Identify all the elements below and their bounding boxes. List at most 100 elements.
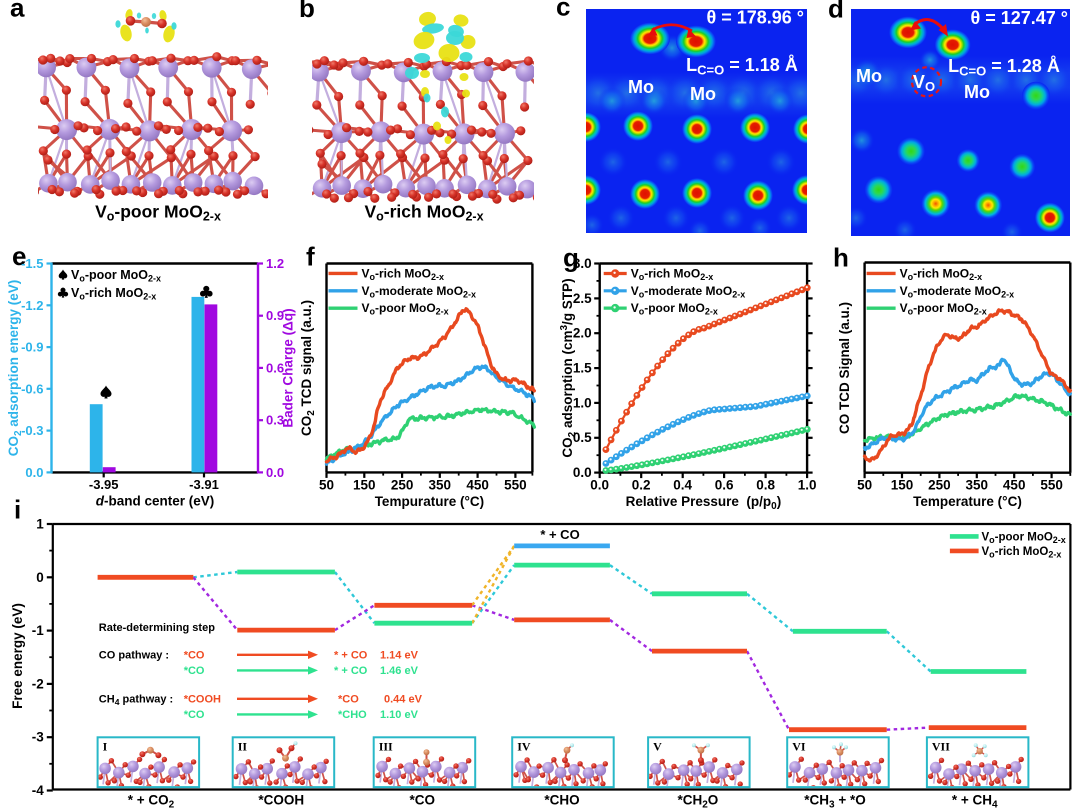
svg-text:0.44 eV: 0.44 eV <box>384 694 423 706</box>
svg-text:Vo-poor MoO2-x: Vo-poor MoO2-x <box>631 301 718 317</box>
svg-text:CO TCD Signal (a.u.): CO TCD Signal (a.u.) <box>837 302 852 434</box>
svg-text:CO2 adsorption (cm3/g STP): CO2 adsorption (cm3/g STP) <box>559 278 578 457</box>
svg-text:Vo-rich MoO2-x: Vo-rich MoO2-x <box>900 266 983 282</box>
svg-text:V: V <box>653 739 662 753</box>
svg-text:*COOH: *COOH <box>184 694 221 706</box>
svg-text:Vo-rich MoO2-x: Vo-rich MoO2-x <box>71 286 156 302</box>
svg-text:0.0: 0.0 <box>573 465 592 480</box>
svg-text:III: III <box>379 739 393 753</box>
svg-text:*CO: *CO <box>338 694 359 706</box>
svg-text:-2: -2 <box>32 676 44 691</box>
svg-text:1.14 eV: 1.14 eV <box>380 650 419 662</box>
svg-text:CO pathway :: CO pathway : <box>99 650 169 662</box>
svg-text:*CHO: *CHO <box>544 793 579 808</box>
svg-text:Tempurature (°C): Tempurature (°C) <box>375 494 484 509</box>
svg-text:1.5: 1.5 <box>573 361 592 376</box>
svg-text:CO2 adsorption energy (eV): CO2 adsorption energy (eV) <box>6 280 24 457</box>
svg-text:f: f <box>306 242 315 272</box>
svg-text:Vo-moderate MoO2-x: Vo-moderate MoO2-x <box>631 284 746 300</box>
svg-text:350: 350 <box>429 477 452 492</box>
svg-text:Free energy (eV): Free energy (eV) <box>10 603 25 709</box>
svg-text:0.2: 0.2 <box>632 478 651 493</box>
svg-text:1.0: 1.0 <box>573 395 592 410</box>
svg-text:-4: -4 <box>32 783 44 798</box>
svg-text:θ = 127.47 °: θ = 127.47 ° <box>971 8 1069 28</box>
svg-text:Bader Charge (Δq): Bader Charge (Δq) <box>281 308 296 427</box>
svg-text:*CH3 + *O: *CH3 + *O <box>804 793 865 810</box>
svg-text:CH4 pathway :: CH4 pathway : <box>99 694 173 708</box>
svg-text:1.46 eV: 1.46 eV <box>380 665 419 677</box>
svg-text:VII: VII <box>932 739 950 753</box>
svg-text:1.0: 1.0 <box>798 478 817 493</box>
svg-text:Vo-poor MoO2-x: Vo-poor MoO2-x <box>95 202 221 224</box>
svg-text:VI: VI <box>792 739 806 753</box>
svg-text:-1: -1 <box>32 623 44 638</box>
svg-text:0.9: 0.9 <box>266 308 284 323</box>
svg-text:450: 450 <box>466 477 489 492</box>
svg-text:-0.6: -0.6 <box>21 381 43 396</box>
svg-text:a: a <box>10 0 25 23</box>
svg-text:Mo: Mo <box>690 84 716 104</box>
svg-text:-1.2: -1.2 <box>21 298 43 313</box>
svg-text:*CO: *CO <box>184 650 205 662</box>
svg-text:d: d <box>828 0 844 24</box>
svg-text:-0.9: -0.9 <box>21 340 43 355</box>
svg-text:* + CO2: * + CO2 <box>128 793 175 810</box>
svg-text:1: 1 <box>36 517 44 532</box>
svg-text:50: 50 <box>857 478 872 493</box>
svg-text:-3.95: -3.95 <box>89 477 119 492</box>
svg-text:b: b <box>299 0 315 23</box>
svg-text:250: 250 <box>391 477 414 492</box>
svg-text:Vo-moderate MoO2-x: Vo-moderate MoO2-x <box>362 284 477 300</box>
svg-text:Vo-rich MoO2-x: Vo-rich MoO2-x <box>631 267 714 283</box>
svg-text:* + CO: * + CO <box>334 665 368 677</box>
svg-text:0.6: 0.6 <box>266 360 284 375</box>
svg-text:450: 450 <box>1003 478 1026 493</box>
svg-text:I: I <box>103 739 108 753</box>
svg-text:2.5: 2.5 <box>573 291 592 306</box>
svg-text:* + CO: * + CO <box>540 527 579 542</box>
svg-text:*CO: *CO <box>184 709 205 721</box>
svg-text:*CH2O: *CH2O <box>677 793 718 810</box>
svg-text:Rate-determining step: Rate-determining step <box>99 622 215 634</box>
svg-text:150: 150 <box>891 478 914 493</box>
svg-text:Vo-rich MoO2-x: Vo-rich MoO2-x <box>364 202 483 224</box>
svg-text:0.8: 0.8 <box>756 478 775 493</box>
svg-text:IV: IV <box>517 739 531 753</box>
svg-text:e: e <box>12 241 26 271</box>
svg-text:Vo-poor MoO2-x: Vo-poor MoO2-x <box>362 301 449 317</box>
svg-text:Vo-poor MoO2-x: Vo-poor MoO2-x <box>71 268 161 284</box>
svg-text:II: II <box>238 739 248 753</box>
svg-text:θ = 178.96 °: θ = 178.96 ° <box>707 8 805 28</box>
svg-text:CO2 TCD signal (a.u.): CO2 TCD signal (a.u.) <box>299 300 317 436</box>
svg-text:*COOH: *COOH <box>258 793 304 808</box>
svg-text:0.6: 0.6 <box>715 478 734 493</box>
svg-text:0.0: 0.0 <box>590 478 609 493</box>
svg-text:h: h <box>833 243 849 273</box>
svg-text:Vo-poor MoO2-x: Vo-poor MoO2-x <box>982 532 1066 546</box>
svg-text:* + CO: * + CO <box>334 650 368 662</box>
svg-text:0.5: 0.5 <box>573 430 592 445</box>
svg-text:0.0: 0.0 <box>266 465 284 480</box>
svg-text:350: 350 <box>966 478 989 493</box>
svg-text:150: 150 <box>353 477 376 492</box>
svg-text:550: 550 <box>504 477 527 492</box>
svg-text:Vo-moderate MoO2-x: Vo-moderate MoO2-x <box>900 284 1015 300</box>
svg-text:Temperature (°C): Temperature (°C) <box>913 494 1022 509</box>
svg-text:550: 550 <box>1040 478 1063 493</box>
svg-text:* + CH4: * + CH4 <box>952 793 998 810</box>
svg-text:-3: -3 <box>32 730 44 745</box>
svg-text:Vo-poor MoO2-x: Vo-poor MoO2-x <box>900 301 987 317</box>
svg-text:d-band center (eV): d-band center (eV) <box>96 494 215 509</box>
svg-text:3.0: 3.0 <box>573 256 592 271</box>
svg-text:1.2: 1.2 <box>266 256 284 271</box>
svg-text:-3.91: -3.91 <box>189 477 219 492</box>
svg-text:-1.5: -1.5 <box>21 256 43 271</box>
svg-text:250: 250 <box>928 478 951 493</box>
svg-text:1.10 eV: 1.10 eV <box>380 709 419 721</box>
svg-text:Relative Pressure (p/p0): Relative Pressure (p/p0) <box>626 494 782 512</box>
svg-text:0: 0 <box>36 570 44 585</box>
svg-text:2.0: 2.0 <box>573 326 592 341</box>
svg-text:-0.3: -0.3 <box>21 423 43 438</box>
svg-text:50: 50 <box>319 477 334 492</box>
